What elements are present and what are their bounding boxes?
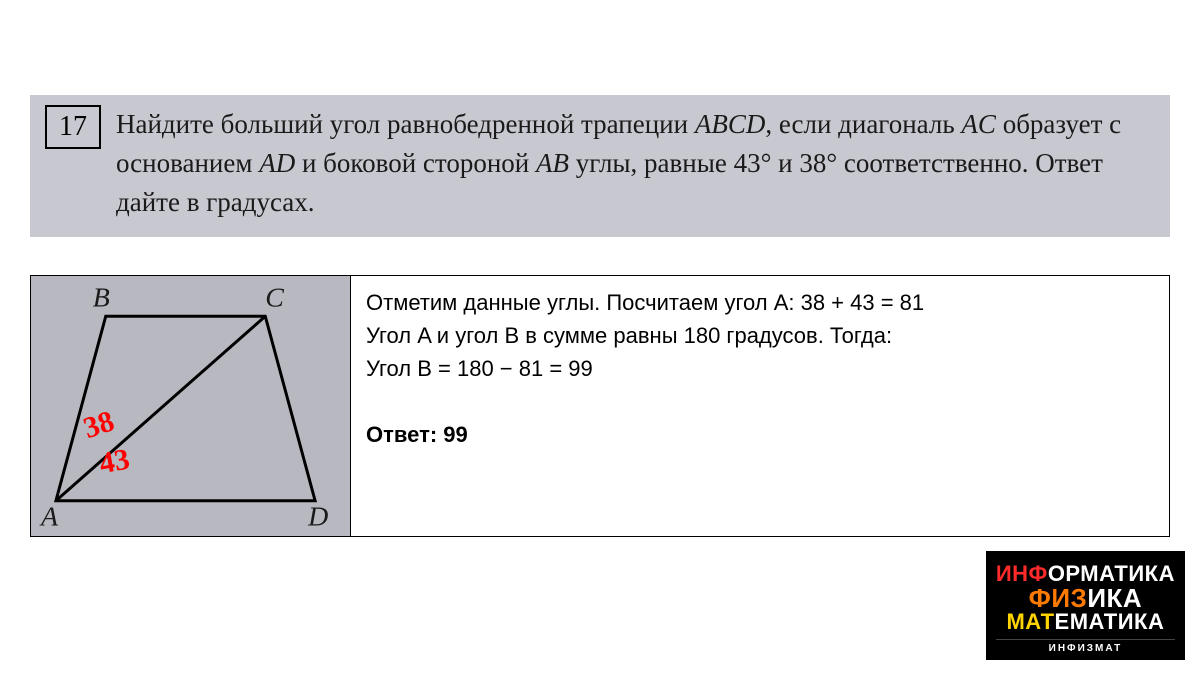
var-abcd: ABCD <box>695 109 766 139</box>
problem-statement: 17 Найдите больший угол равнобедренной т… <box>30 95 1170 237</box>
vertex-label-a: A <box>39 502 59 533</box>
solution-line: Угол A и угол B в сумме равны 180 градус… <box>366 319 1154 352</box>
vertex-label-b: B <box>93 282 110 313</box>
logo-line-2: ФИЗИКА <box>996 585 1175 611</box>
vertex-label-d: D <box>307 502 328 533</box>
brand-logo: ИНФОРМАТИКА ФИЗИКА МАТЕМАТИКА ИНФИЗМАТ <box>986 551 1185 660</box>
angle-label-38: 38 <box>79 404 118 445</box>
text-part: Найдите больший угол равнобедренной трап… <box>116 109 695 139</box>
text-part: , если диагональ <box>765 109 961 139</box>
logo-line-3: МАТЕМАТИКА <box>996 611 1175 633</box>
problem-number: 17 <box>45 105 101 149</box>
solution-line: Отметим данные углы. Посчитаем угол A: 3… <box>366 286 1154 319</box>
solution-cell: Отметим данные углы. Посчитаем угол A: 3… <box>351 276 1169 536</box>
answer-value: 99 <box>443 422 467 447</box>
trapezoid-diagram: A B C D 38 43 <box>31 276 350 536</box>
diagonal-ac <box>56 316 265 500</box>
var-ac: AC <box>961 109 996 139</box>
angle-label-43: 43 <box>97 443 132 481</box>
answer-line: Ответ: 99 <box>366 418 1154 451</box>
text-part: и боковой стороной <box>295 148 536 178</box>
diagram-cell: A B C D 38 43 <box>31 276 351 536</box>
logo-line-1: ИНФОРМАТИКА <box>996 563 1175 585</box>
var-ab: AB <box>536 148 569 178</box>
problem-text: Найдите больший угол равнобедренной трап… <box>116 105 1155 222</box>
vertex-label-c: C <box>265 282 284 313</box>
logo-bottom: ИНФИЗМАТ <box>996 639 1175 654</box>
answer-label: Ответ: <box>366 422 443 447</box>
solution-line: Угол B = 180 − 81 = 99 <box>366 352 1154 385</box>
var-ad: AD <box>259 148 295 178</box>
solution-table: A B C D 38 43 Отметим данные углы. Посчи… <box>30 275 1170 537</box>
